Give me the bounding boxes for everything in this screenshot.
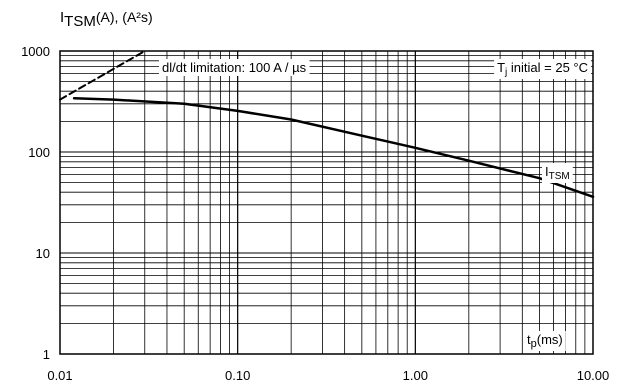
tj-annotation: Tj initial = 25 °C xyxy=(494,59,591,79)
y-tick-label: 1 xyxy=(43,347,50,362)
didt-label: dl/dt limitation: 100 A / µs xyxy=(162,60,307,75)
x-axis-label-main: t xyxy=(527,332,531,347)
grid xyxy=(59,50,594,355)
itsm-line xyxy=(72,97,595,199)
y-tick-label: 100 xyxy=(28,145,50,160)
x-axis-label-group: tp(ms) xyxy=(524,331,566,351)
tj-sub: j xyxy=(504,67,507,78)
x-axis-label-rest: (ms) xyxy=(537,332,563,347)
didt-limit-line xyxy=(59,50,146,101)
y-tick-label: 1000 xyxy=(21,44,50,59)
x-tick-label: 0.10 xyxy=(225,368,250,383)
x-tick-label: 0.01 xyxy=(47,368,72,383)
didt-annotation: dl/dt limitation: 100 A / µs xyxy=(159,59,310,76)
x-tick-label: 10.00 xyxy=(577,368,610,383)
series-layer xyxy=(59,50,595,199)
tick-labels: 0.01 0.10 1.00 10.00 1000 100 10 1 xyxy=(21,44,609,383)
tj-label: Tj initial = 25 °C xyxy=(497,60,588,78)
itsm-annotation: ITSM xyxy=(542,163,573,183)
y-tick-label: 10 xyxy=(36,246,50,261)
y-axis-label: ITSM(A), (A²s) xyxy=(60,9,153,30)
itsm-series-label: ITSM xyxy=(545,164,570,182)
x-axis-label: tp(ms) xyxy=(527,332,563,350)
tj-main: T xyxy=(497,60,505,75)
itsm-main: I xyxy=(545,164,549,179)
tj-rest: initial = 25 °C xyxy=(507,60,588,75)
x-tick-label: 1.00 xyxy=(403,368,428,383)
y-axis-label-rest: (A), (A²s) xyxy=(96,9,153,25)
y-axis-label-sub: TSM xyxy=(64,13,96,30)
y-axis-label-main: I xyxy=(60,9,64,26)
x-axis-label-sub: p xyxy=(531,338,537,350)
itsm-sub: TSM xyxy=(549,171,570,182)
plot-frame xyxy=(59,50,594,355)
